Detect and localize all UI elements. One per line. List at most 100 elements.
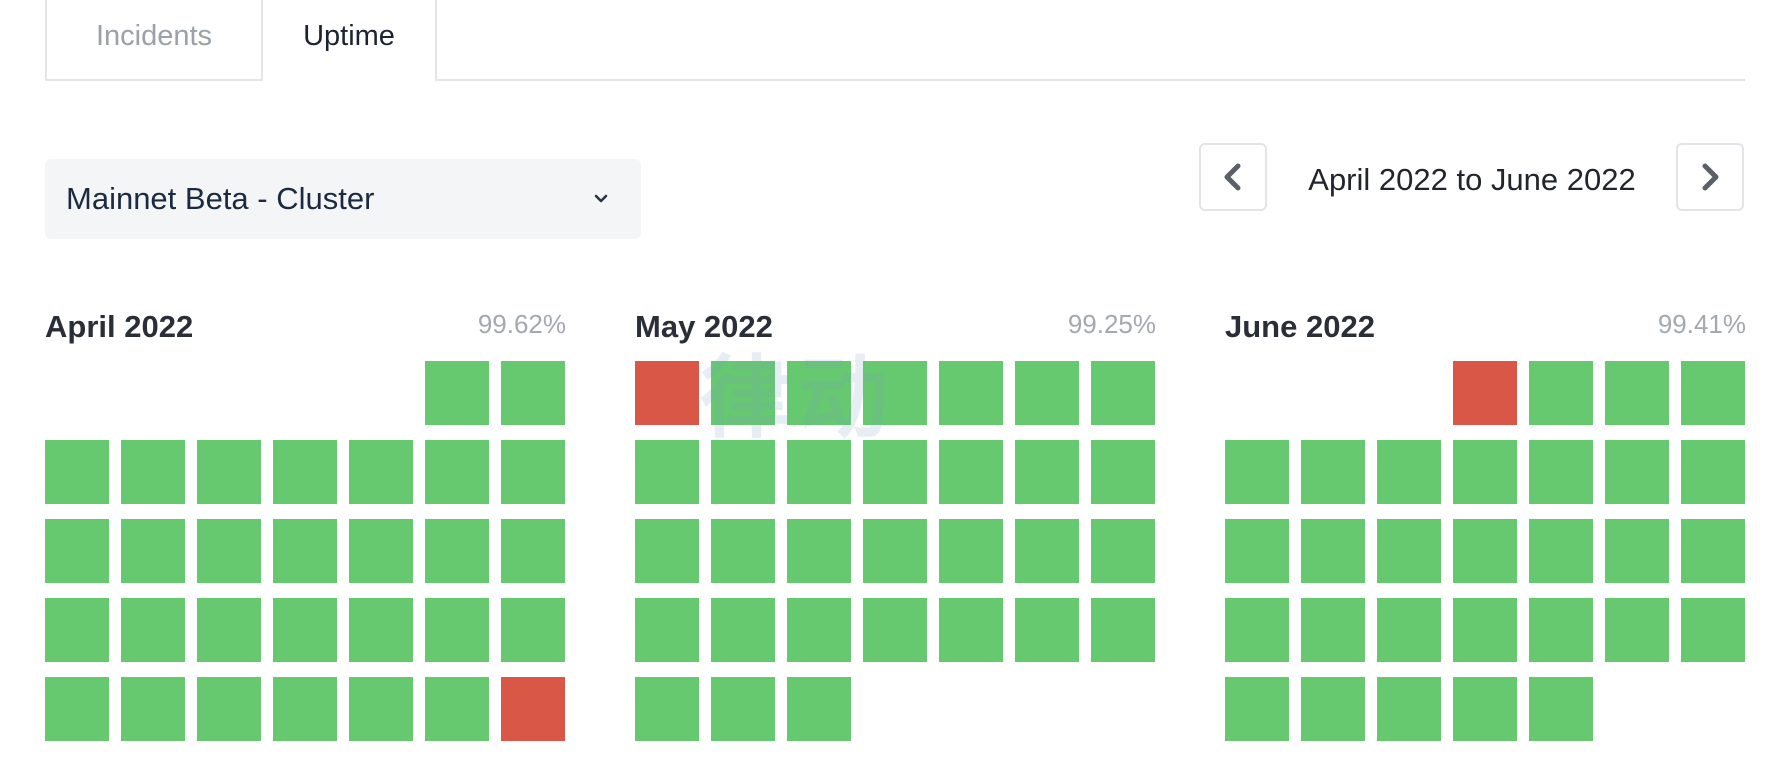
day-cell[interactable]: [939, 440, 1003, 504]
day-cell[interactable]: [273, 440, 337, 504]
day-cell[interactable]: [863, 519, 927, 583]
day-cell[interactable]: [1453, 440, 1517, 504]
day-cell[interactable]: [501, 598, 565, 662]
day-cell[interactable]: [1529, 440, 1593, 504]
day-cell[interactable]: [197, 677, 261, 741]
day-cell[interactable]: [635, 519, 699, 583]
day-cell[interactable]: [121, 440, 185, 504]
day-cell[interactable]: [787, 440, 851, 504]
previous-period-button[interactable]: [1199, 143, 1267, 211]
day-cell[interactable]: [635, 677, 699, 741]
day-cell[interactable]: [1377, 440, 1441, 504]
day-cell[interactable]: [711, 440, 775, 504]
day-cell[interactable]: [635, 440, 699, 504]
day-cell[interactable]: [1681, 361, 1745, 425]
day-cell[interactable]: [939, 361, 1003, 425]
day-cell[interactable]: [425, 440, 489, 504]
next-period-button[interactable]: [1676, 143, 1744, 211]
day-cell[interactable]: [1225, 519, 1289, 583]
day-cell[interactable]: [711, 361, 775, 425]
day-cell[interactable]: [501, 440, 565, 504]
cluster-select[interactable]: Mainnet Beta - Cluster: [45, 159, 641, 239]
day-cell[interactable]: [425, 519, 489, 583]
day-cell[interactable]: [635, 598, 699, 662]
day-cell[interactable]: [1377, 677, 1441, 741]
day-cell[interactable]: [425, 598, 489, 662]
day-cell[interactable]: [787, 677, 851, 741]
day-cell[interactable]: [787, 519, 851, 583]
day-cell[interactable]: [1453, 361, 1517, 425]
day-cell[interactable]: [1091, 519, 1155, 583]
day-cell[interactable]: [501, 519, 565, 583]
day-cell[interactable]: [425, 361, 489, 425]
day-cell[interactable]: [1605, 598, 1669, 662]
day-cell[interactable]: [197, 440, 261, 504]
day-cell[interactable]: [787, 361, 851, 425]
day-cell[interactable]: [787, 598, 851, 662]
day-cell[interactable]: [273, 677, 337, 741]
day-cell[interactable]: [711, 677, 775, 741]
day-cell[interactable]: [1301, 440, 1365, 504]
tab-incidents[interactable]: Incidents: [45, 0, 261, 79]
day-cell[interactable]: [1091, 361, 1155, 425]
day-cell[interactable]: [197, 519, 261, 583]
day-cell[interactable]: [939, 598, 1003, 662]
day-cell[interactable]: [863, 440, 927, 504]
day-cell[interactable]: [1681, 440, 1745, 504]
day-cell[interactable]: [1529, 598, 1593, 662]
day-cell[interactable]: [1529, 361, 1593, 425]
day-cell[interactable]: [1015, 361, 1079, 425]
day-cell[interactable]: [273, 519, 337, 583]
day-cell[interactable]: [1453, 677, 1517, 741]
day-cell[interactable]: [1605, 519, 1669, 583]
day-cell[interactable]: [349, 440, 413, 504]
day-cell[interactable]: [1529, 677, 1593, 741]
day-cell[interactable]: [45, 598, 109, 662]
day-cell[interactable]: [1015, 598, 1079, 662]
day-cell[interactable]: [1377, 519, 1441, 583]
day-cell[interactable]: [1091, 440, 1155, 504]
day-cell[interactable]: [425, 677, 489, 741]
month-title: April 2022: [45, 309, 194, 344]
day-cell[interactable]: [1453, 598, 1517, 662]
day-cell[interactable]: [349, 677, 413, 741]
month-uptime-percent: 99.62%: [477, 309, 566, 339]
tab-bar: Incidents Uptime: [45, 0, 1745, 81]
day-cell[interactable]: [711, 598, 775, 662]
day-cell[interactable]: [45, 677, 109, 741]
month-uptime-percent: 99.41%: [1657, 309, 1746, 339]
day-cell[interactable]: [349, 598, 413, 662]
day-cell[interactable]: [1453, 519, 1517, 583]
day-cell[interactable]: [501, 361, 565, 425]
day-cell[interactable]: [501, 677, 565, 741]
day-cell[interactable]: [863, 598, 927, 662]
day-cell[interactable]: [939, 519, 1003, 583]
day-cell[interactable]: [1301, 519, 1365, 583]
day-cell[interactable]: [1681, 519, 1745, 583]
day-cell[interactable]: [1225, 598, 1289, 662]
day-cell[interactable]: [45, 519, 109, 583]
day-cell[interactable]: [1605, 361, 1669, 425]
day-cell[interactable]: [1529, 519, 1593, 583]
day-cell[interactable]: [1681, 598, 1745, 662]
day-cell[interactable]: [45, 440, 109, 504]
day-cell[interactable]: [197, 598, 261, 662]
day-cell[interactable]: [1301, 598, 1365, 662]
day-cell[interactable]: [121, 519, 185, 583]
day-cell[interactable]: [349, 519, 413, 583]
day-cell[interactable]: [121, 677, 185, 741]
day-cell[interactable]: [1301, 677, 1365, 741]
day-cell[interactable]: [1225, 440, 1289, 504]
day-cell[interactable]: [711, 519, 775, 583]
day-cell[interactable]: [1091, 598, 1155, 662]
day-cell[interactable]: [1015, 519, 1079, 583]
day-cell[interactable]: [273, 598, 337, 662]
day-cell[interactable]: [635, 361, 699, 425]
tab-uptime[interactable]: Uptime: [261, 0, 437, 81]
day-cell[interactable]: [121, 598, 185, 662]
day-cell[interactable]: [1605, 440, 1669, 504]
day-cell[interactable]: [1225, 677, 1289, 741]
day-cell[interactable]: [863, 361, 927, 425]
day-cell[interactable]: [1377, 598, 1441, 662]
day-cell[interactable]: [1015, 440, 1079, 504]
